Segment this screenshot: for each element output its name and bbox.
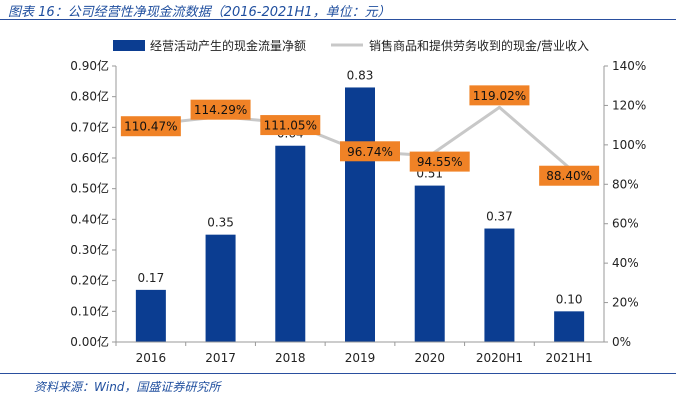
- left-tick-label: 0.70亿: [70, 119, 109, 134]
- right-tick-label: 20%: [612, 296, 639, 310]
- x-tick-label-2021H1: 2021H1: [546, 351, 593, 365]
- legend-bar-label: 经营活动产生的现金流量净额: [150, 38, 306, 53]
- chart-title: 图表 16：公司经营性净现金流数据（2016-2021H1，单位：元）: [8, 5, 391, 20]
- ratio-label-text: 111.05%: [264, 119, 317, 133]
- ratio-label-text: 119.02%: [473, 89, 526, 103]
- right-tick-label: 100%: [612, 138, 646, 152]
- bar-2019: [345, 87, 375, 342]
- left-tick-label: 0.30亿: [70, 242, 109, 257]
- x-tick-label-2017: 2017: [205, 351, 236, 365]
- bar-2020: [414, 185, 445, 342]
- ratio-label-2020: 94.55%: [409, 151, 470, 172]
- ratio-label-box: [190, 99, 251, 120]
- legend-line-label: 销售商品和提供劳务收到的现金/营业收入: [369, 38, 589, 53]
- bar-label-2019: 0.83: [347, 68, 374, 82]
- bar-label-2020H1: 0.37: [486, 210, 513, 224]
- source-rule: [0, 373, 676, 374]
- ratio-label-2020H1: 119.02%: [469, 85, 530, 106]
- bar-2018: [275, 145, 306, 342]
- left-tick-label: 0.50亿: [70, 181, 109, 196]
- bar-series: [135, 87, 585, 342]
- bar-label-2016: 0.17: [137, 271, 164, 285]
- x-tick-label-2016: 2016: [136, 351, 167, 365]
- ratio-label-text: 96.74%: [347, 145, 393, 159]
- left-tick-label: 0.20亿: [70, 273, 109, 288]
- right-tick-label: 0%: [612, 335, 631, 349]
- left-tick-label: 0.90亿: [70, 58, 109, 73]
- ratio-label-box: [340, 141, 400, 162]
- ratio-label-2018: 111.05%: [260, 115, 321, 136]
- right-tick-label: 120%: [612, 98, 646, 112]
- legend: 经营活动产生的现金流量净额 销售商品和提供劳务收到的现金/营业收入: [113, 38, 589, 53]
- ratio-point-2020H1: [497, 105, 501, 109]
- bar-label-2021H1: 0.10: [556, 292, 583, 306]
- ratio-label-text: 88.40%: [546, 169, 592, 183]
- right-tick-label: 40%: [612, 256, 639, 270]
- right-tick-label: 60%: [612, 217, 639, 231]
- ratio-label-box: [539, 165, 600, 186]
- left-tick-label: 0.80亿: [70, 89, 109, 104]
- right-tick-label: 80%: [612, 177, 639, 191]
- x-tick-label-2018: 2018: [275, 351, 306, 365]
- right-tick-label: 140%: [612, 59, 646, 73]
- x-tick-label-2020H1: 2020H1: [476, 351, 523, 365]
- ratio-label-2016: 110.47%: [120, 116, 181, 137]
- ratio-label-box: [120, 116, 181, 137]
- ratio-label-box: [260, 115, 321, 136]
- ratio-label-2021H1: 88.40%: [539, 165, 600, 186]
- bar-2020H1: [484, 228, 515, 342]
- x-tick-label-2019: 2019: [345, 351, 376, 365]
- bar-2016: [135, 289, 166, 342]
- ratio-label-2017: 114.29%: [190, 99, 251, 120]
- left-tick-label: 0.10亿: [70, 303, 109, 318]
- bar-2017: [205, 234, 236, 342]
- line-data-labels: 110.47% 114.29% 111.05% 96.74% 94.55% 119.02%…: [120, 85, 600, 186]
- ratio-label-text: 94.55%: [417, 155, 463, 169]
- left-tick-label: 0.00亿: [70, 334, 109, 349]
- left-tick-label: 0.40亿: [70, 211, 109, 226]
- axes: 0.00亿 0.10亿 0.20亿 0.30亿 0.40亿 0.50亿 0.60亿 0.70亿…: [70, 58, 646, 365]
- bar-label-2017: 0.35: [207, 216, 234, 230]
- ratio-label-text: 110.47%: [124, 120, 177, 134]
- x-tick-label-2020: 2020: [414, 351, 445, 365]
- bar-2021H1: [554, 311, 585, 342]
- ratio-label-box: [469, 85, 530, 106]
- source-note: 资料来源：Wind，国盛证券研究所: [34, 380, 221, 394]
- title-rule: [0, 19, 676, 20]
- left-tick-label: 0.60亿: [70, 150, 109, 165]
- legend-bar-swatch: [113, 40, 145, 51]
- ratio-label-text: 114.29%: [194, 103, 247, 117]
- ratio-label-2019: 96.74%: [340, 141, 400, 162]
- ratio-label-box: [409, 151, 470, 172]
